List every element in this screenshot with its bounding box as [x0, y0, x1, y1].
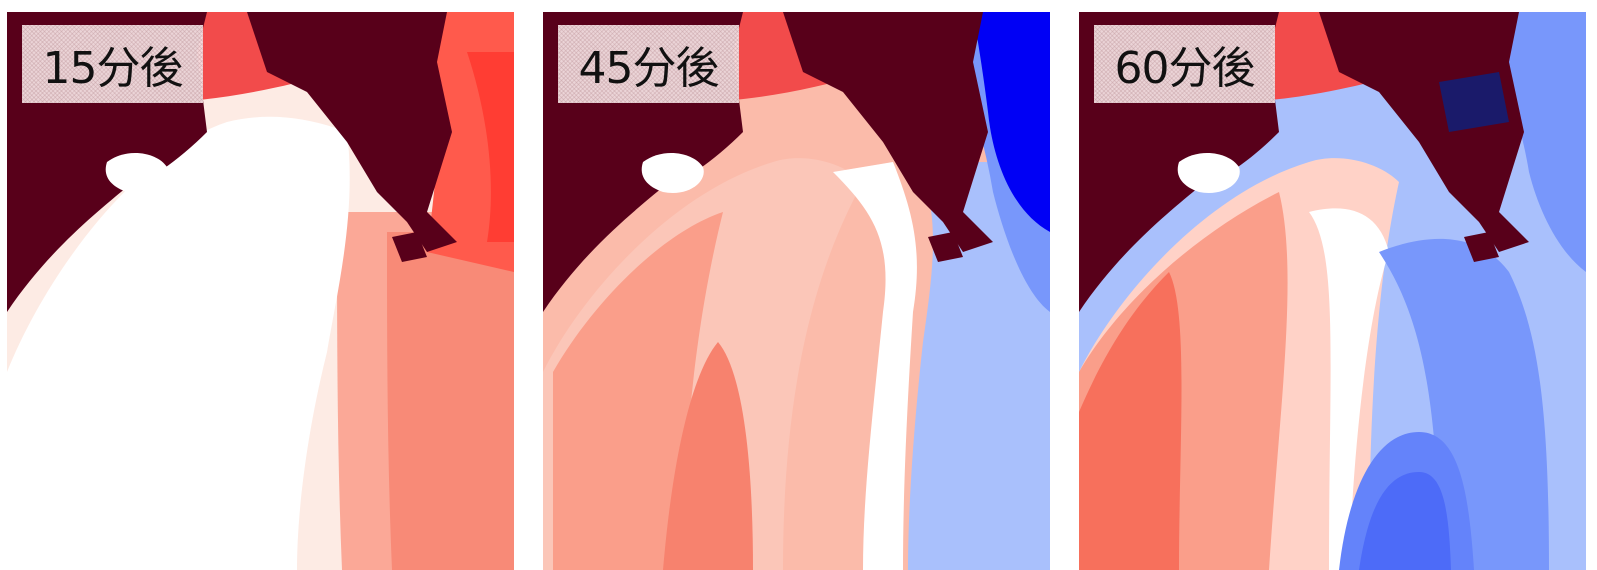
- land: [1319, 12, 1529, 252]
- island: [105, 152, 168, 193]
- land: [247, 12, 457, 252]
- height-band: [1379, 238, 1549, 570]
- land: [1464, 232, 1499, 262]
- tsunami-height-map: [543, 12, 1050, 570]
- land: [783, 12, 993, 252]
- height-band: [467, 52, 514, 242]
- height-band: [908, 162, 1050, 570]
- time-label: 45分後: [558, 25, 739, 103]
- height-band: [663, 342, 753, 570]
- height-band: [387, 232, 514, 570]
- map-panel-60min: 60分後: [1079, 12, 1586, 570]
- height-band: [1359, 472, 1451, 570]
- height-band: [1079, 272, 1182, 570]
- map-panel-45min: 45分後: [543, 12, 1050, 570]
- tsunami-height-map: [1079, 12, 1586, 570]
- time-label: 60分後: [1094, 25, 1275, 103]
- land: [392, 232, 427, 262]
- map-panel-15min: 15分後: [7, 12, 514, 570]
- land: [928, 232, 963, 262]
- height-band: [7, 116, 350, 570]
- height-band: [833, 162, 917, 570]
- island: [1177, 152, 1240, 193]
- time-label: 15分後: [22, 25, 203, 103]
- height-band: [973, 12, 1050, 232]
- island: [641, 152, 704, 193]
- height-band: [1309, 208, 1389, 570]
- height-band: [1439, 72, 1509, 132]
